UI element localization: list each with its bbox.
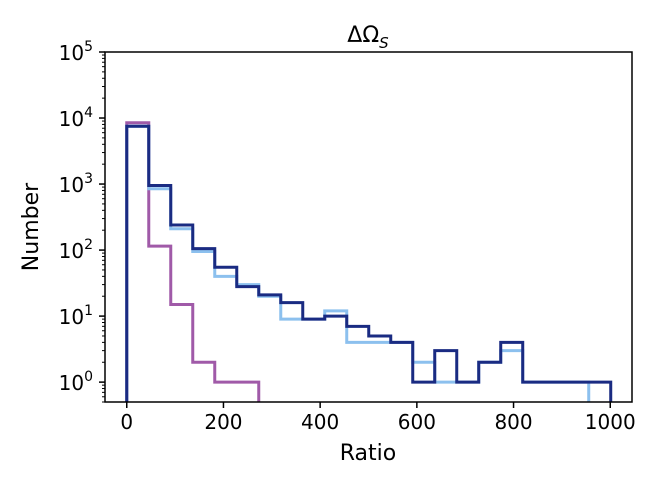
y-axis-title: Number <box>19 182 44 271</box>
y-axis-ticks: 100 101 102 103 104 105 <box>59 39 105 403</box>
y-tick-label: 100 <box>59 369 93 395</box>
y-tick-label: 101 <box>59 303 93 329</box>
y-tick-label: 102 <box>59 237 93 263</box>
plot-frame <box>104 51 633 403</box>
y-tick-label: 104 <box>59 105 93 131</box>
x-tick-label: 800 <box>494 410 532 434</box>
histogram-series-3 <box>125 124 613 402</box>
x-tick-label: 200 <box>204 410 242 434</box>
chart-title: ΔΩS <box>347 23 389 52</box>
x-tick-label: 600 <box>398 410 436 434</box>
y-tick-label: 105 <box>59 39 93 65</box>
histogram-series-2 <box>125 124 591 402</box>
histogram-series-1 <box>125 121 261 402</box>
x-tick-label: 1000 <box>585 410 636 434</box>
chart-title-subscript: S <box>379 34 389 52</box>
series-layer <box>125 121 613 402</box>
y-tick-label: 103 <box>59 171 93 197</box>
x-tick-label: 0 <box>120 410 133 434</box>
x-axis-ticks: 0 200 400 600 800 1000 <box>120 402 636 434</box>
x-tick-label: 400 <box>301 410 339 434</box>
x-axis-title: Ratio <box>340 441 396 466</box>
